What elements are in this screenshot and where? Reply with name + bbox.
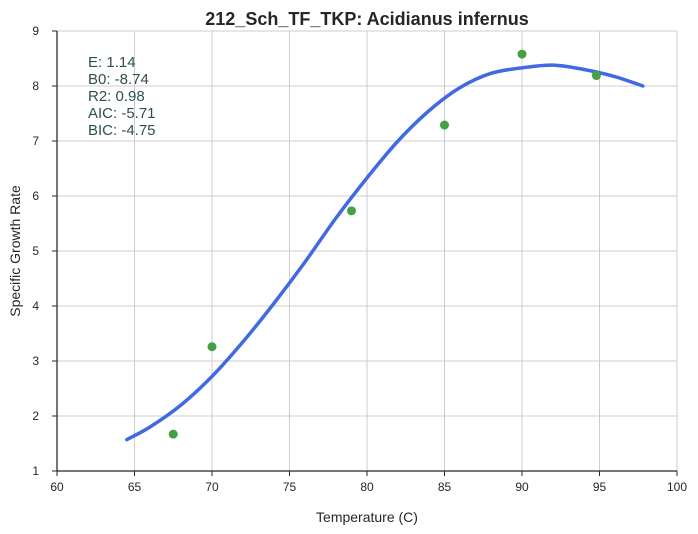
y-tick-label: 2 — [32, 409, 39, 423]
stats-line: B0: -8.74 — [88, 71, 149, 88]
stats-line: BIC: -4.75 — [88, 122, 156, 139]
y-ticks: 1 2 3 4 5 6 7 8 9 — [32, 24, 57, 478]
y-tick-label: 8 — [32, 79, 39, 93]
points-layer — [168, 49, 601, 439]
data-point — [440, 120, 449, 130]
x-tick-label: 75 — [283, 480, 297, 494]
y-tick-label: 5 — [32, 244, 39, 258]
data-point — [591, 71, 601, 81]
x-tick-label: 70 — [205, 480, 219, 494]
stats-line: R2: 0.98 — [88, 88, 145, 105]
x-tick-label: 95 — [593, 480, 607, 494]
x-tick-label: 60 — [50, 480, 64, 494]
y-tick-label: 1 — [32, 464, 39, 478]
y-axis-label: Specific Growth Rate — [7, 185, 23, 317]
y-tick-label: 3 — [32, 354, 39, 368]
stats-line: E: 1.14 — [88, 54, 136, 71]
y-tick-label: 7 — [32, 134, 39, 148]
grid — [57, 30, 678, 471]
data-point — [168, 429, 178, 439]
fit-curve — [125, 63, 645, 442]
x-tick-label: 85 — [438, 480, 452, 494]
x-axis-label: Temperature (C) — [316, 509, 418, 525]
data-point — [347, 206, 356, 216]
y-tick-label: 6 — [32, 189, 39, 203]
data-point — [207, 342, 217, 352]
x-ticks: 60 65 70 75 80 85 90 95 100 — [50, 471, 687, 494]
fit-layer — [125, 63, 645, 442]
x-tick-label: 100 — [667, 480, 687, 494]
data-point — [517, 49, 527, 59]
x-tick-label: 80 — [360, 480, 374, 494]
x-tick-label: 65 — [128, 480, 142, 494]
y-tick-label: 4 — [32, 299, 39, 313]
x-tick-label: 90 — [515, 480, 529, 494]
chart-title: 212_Sch_TF_TKP: Acidianus infernus — [205, 9, 528, 29]
y-tick-label: 9 — [32, 24, 39, 38]
stats-line: AIC: -5.71 — [88, 105, 156, 122]
